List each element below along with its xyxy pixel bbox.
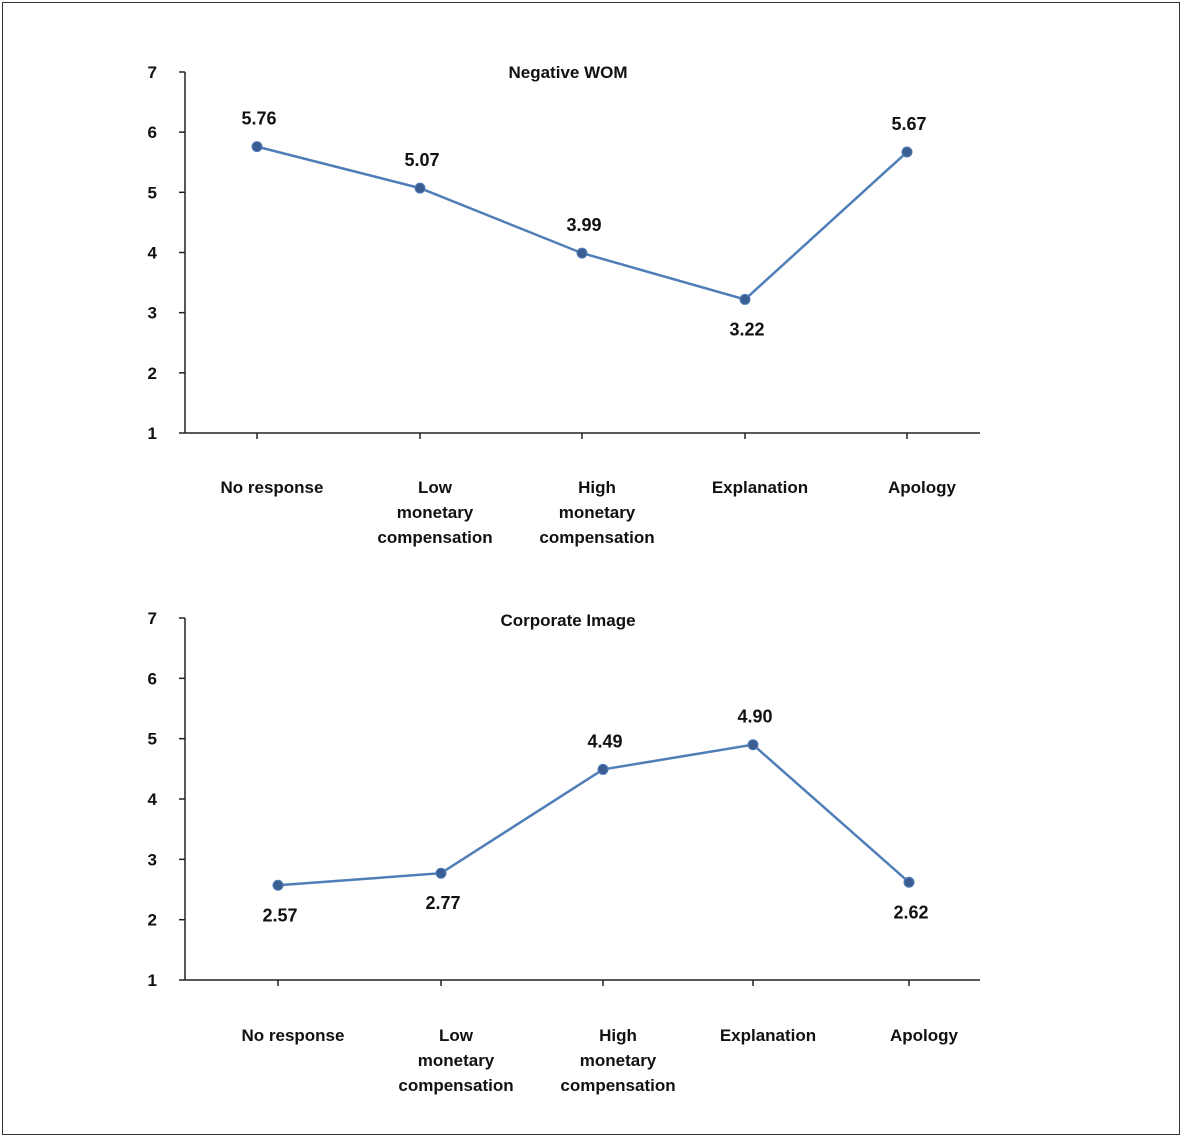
data-point	[747, 739, 759, 751]
y-tick-label: 7	[148, 609, 157, 628]
category-label: No response	[242, 1026, 345, 1045]
data-point	[414, 182, 426, 194]
y-tick-label: 3	[148, 304, 157, 323]
category-label: Low monetary compensation	[398, 1026, 513, 1095]
data-label: 5.76	[241, 109, 276, 129]
category-label: Low monetary compensation	[377, 478, 492, 547]
data-label: 2.77	[425, 893, 460, 913]
y-tick-label: 2	[148, 364, 157, 383]
category-label: Apology	[890, 1026, 959, 1045]
chart-title: Negative WOM	[508, 63, 627, 82]
y-tick-label: 2	[148, 911, 157, 930]
y-tick-label: 5	[148, 183, 157, 202]
data-label: 2.62	[893, 902, 928, 922]
data-point	[597, 763, 609, 775]
data-label: 3.99	[566, 215, 601, 235]
data-point	[739, 293, 751, 305]
y-tick-label: 6	[148, 123, 157, 142]
data-label: 4.90	[737, 707, 772, 727]
y-tick-label: 5	[148, 730, 157, 749]
data-point	[435, 867, 447, 879]
data-point	[272, 879, 284, 891]
category-label: Explanation	[720, 1026, 816, 1045]
data-label: 3.22	[729, 319, 764, 339]
category-label: No response	[221, 478, 324, 497]
data-label: 5.67	[891, 114, 926, 134]
series-line	[277, 743, 910, 887]
y-tick-label: 3	[148, 850, 157, 869]
data-point	[901, 146, 913, 158]
y-tick-label: 1	[148, 424, 157, 443]
y-tick-label: 4	[148, 790, 158, 809]
category-label: Explanation	[712, 478, 808, 497]
y-tick-label: 1	[148, 971, 157, 990]
data-label: 5.07	[404, 150, 439, 170]
data-label: 2.57	[262, 905, 297, 925]
y-tick-label: 7	[148, 63, 157, 82]
chart-title: Corporate Image	[500, 611, 635, 630]
category-label: Apology	[888, 478, 957, 497]
chart-1: 1 2 3 4 5 6 7 Negative WOM No response Low monetar…	[148, 63, 980, 547]
chart-2: 1 2 3 4 5 6 7 Corporate Image No response Low mone…	[148, 609, 980, 1095]
data-label: 4.49	[587, 731, 622, 751]
category-label: High monetary compensation	[560, 1026, 675, 1095]
data-point	[251, 141, 263, 153]
data-point	[576, 247, 588, 259]
y-tick-label: 4	[148, 244, 158, 263]
category-label: High monetary compensation	[539, 478, 654, 547]
data-point	[903, 876, 915, 888]
y-tick-label: 6	[148, 669, 157, 688]
